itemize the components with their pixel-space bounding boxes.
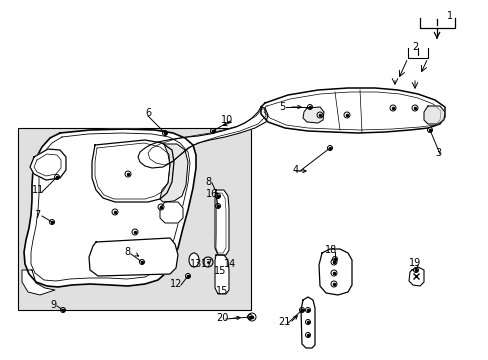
Text: 1: 1 — [446, 11, 452, 21]
Polygon shape — [423, 106, 444, 124]
Text: 13: 13 — [189, 259, 202, 269]
Polygon shape — [160, 202, 183, 223]
Text: 2: 2 — [411, 42, 417, 52]
Text: 11: 11 — [32, 185, 44, 195]
Polygon shape — [215, 190, 228, 255]
Text: 5: 5 — [278, 102, 285, 112]
Text: 3: 3 — [434, 148, 440, 158]
Bar — [18, 128, 250, 310]
Text: 16: 16 — [205, 189, 218, 199]
Text: 8: 8 — [204, 177, 211, 187]
Polygon shape — [30, 149, 66, 180]
Text: 4: 4 — [292, 165, 299, 175]
Polygon shape — [261, 88, 444, 133]
Polygon shape — [22, 270, 55, 295]
Text: 8: 8 — [123, 247, 130, 257]
Polygon shape — [89, 238, 178, 276]
Polygon shape — [301, 297, 314, 348]
Text: 15: 15 — [213, 266, 226, 276]
Polygon shape — [24, 129, 196, 287]
Text: 10: 10 — [221, 115, 233, 125]
Text: 15: 15 — [215, 286, 228, 296]
Polygon shape — [215, 255, 228, 294]
Text: 19: 19 — [408, 258, 420, 268]
Polygon shape — [303, 107, 324, 123]
Polygon shape — [318, 249, 351, 295]
Polygon shape — [160, 144, 187, 202]
Text: 21: 21 — [277, 317, 289, 327]
Ellipse shape — [189, 253, 199, 267]
Text: 14: 14 — [224, 259, 236, 269]
Text: 9: 9 — [50, 300, 56, 310]
Polygon shape — [92, 140, 174, 202]
Text: 7: 7 — [34, 210, 40, 220]
Text: 17: 17 — [201, 259, 213, 269]
Text: 12: 12 — [169, 279, 182, 289]
Polygon shape — [408, 267, 423, 286]
Text: 18: 18 — [324, 245, 336, 255]
Polygon shape — [138, 107, 267, 168]
Text: 6: 6 — [144, 108, 151, 118]
Text: 20: 20 — [215, 313, 228, 323]
